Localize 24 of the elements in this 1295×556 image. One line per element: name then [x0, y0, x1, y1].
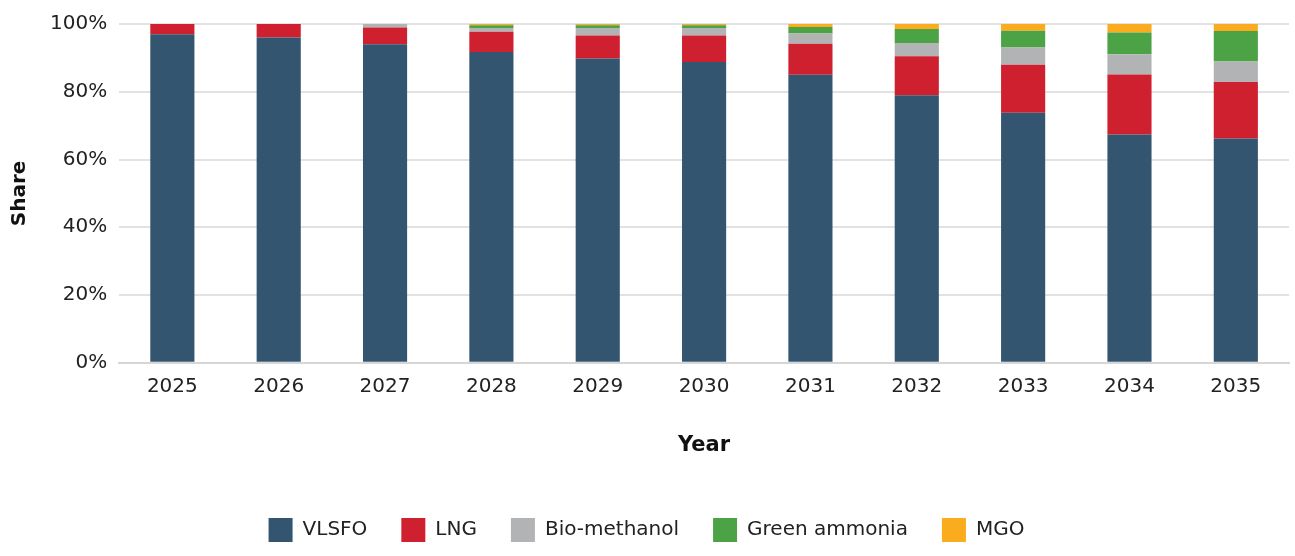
x-tick-label: 2025 — [146, 373, 198, 397]
x-tick-label: 2027 — [359, 373, 411, 397]
x-tick-label: 2033 — [997, 373, 1049, 397]
legend-label: LNG — [435, 516, 477, 541]
y-tick-label: 20% — [62, 281, 108, 306]
x-tick-label: 2026 — [253, 373, 305, 397]
x-tick-label: 2034 — [1104, 373, 1155, 397]
y-tick-label: 60% — [62, 145, 108, 170]
legend-label: VLSFO — [302, 516, 368, 541]
x-axis-title: Year — [677, 431, 731, 456]
x-tick-label: 2035 — [1210, 373, 1262, 397]
x-tick-label: 2031 — [784, 373, 836, 397]
x-tick-label: 2029 — [572, 373, 624, 397]
y-tick-label: 80% — [62, 77, 108, 102]
legend-label: Bio-methanol — [544, 516, 680, 541]
legend-label: MGO — [975, 516, 1025, 541]
x-tick-label: 2030 — [678, 373, 730, 397]
legend-label: Green ammonia — [747, 516, 908, 541]
x-tick-label: 2032 — [891, 373, 943, 397]
y-axis-title: Share — [6, 160, 31, 227]
y-tick-label: 0% — [75, 349, 108, 373]
y-tick-label: 100% — [49, 10, 108, 35]
y-tick-label: 40% — [62, 213, 108, 238]
x-tick-label: 2028 — [465, 373, 517, 397]
